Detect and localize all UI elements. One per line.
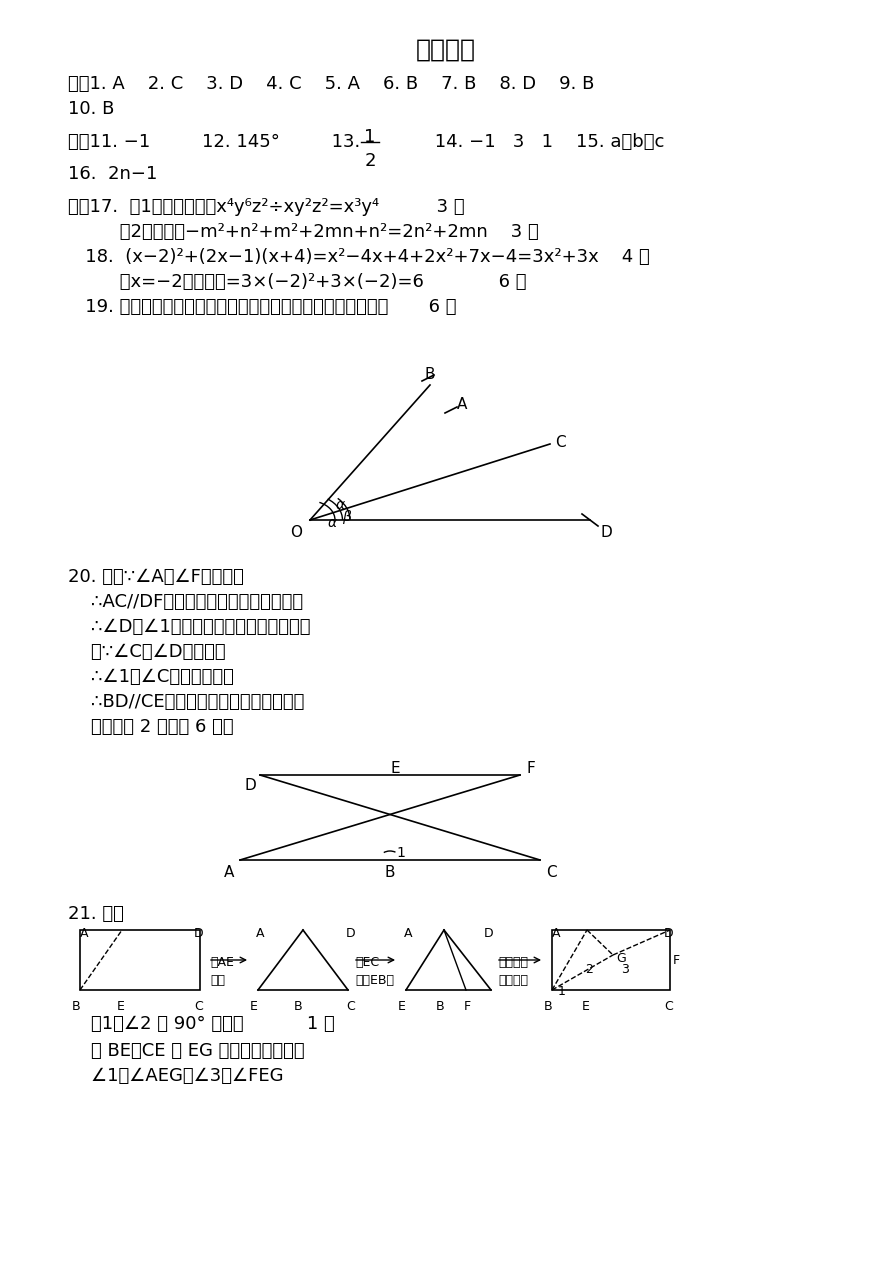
Text: 1: 1 <box>364 127 376 146</box>
Text: C: C <box>194 1000 202 1013</box>
Text: E: E <box>398 1000 406 1013</box>
Text: 二、11. −1         12. 145°         13.: 二、11. −1 12. 145° 13. <box>68 133 360 151</box>
Text: 折叠: 折叠 <box>210 974 225 987</box>
Text: 留下折痕: 留下折痕 <box>498 974 528 987</box>
Text: α: α <box>335 498 344 512</box>
Text: G: G <box>616 952 626 965</box>
Text: A: A <box>80 928 88 940</box>
Text: D: D <box>664 928 673 940</box>
Text: ∴BD//CE（同位角相等，两直线平行）: ∴BD//CE（同位角相等，两直线平行） <box>68 693 304 711</box>
Text: C: C <box>346 1000 355 1013</box>
Text: 2: 2 <box>364 151 376 170</box>
Text: 14. −1   3   1    15. a＋b＋c: 14. −1 3 1 15. a＋b＋c <box>383 133 665 151</box>
Text: （1）∠2 是 90° 的角。           1 分: （1）∠2 是 90° 的角。 1 分 <box>68 1015 334 1034</box>
Text: 又∵∠C＝∠D（已知）: 又∵∠C＝∠D（已知） <box>68 644 226 661</box>
Text: 折到EB上: 折到EB上 <box>355 974 394 987</box>
Text: B: B <box>293 1000 302 1013</box>
Text: A: A <box>256 928 265 940</box>
Text: 21. 解：: 21. 解： <box>68 905 124 923</box>
Text: D: D <box>600 525 612 540</box>
Text: 一、1. A    2. C    3. D    4. C    5. A    6. B    7. B    8. D    9. B: 一、1. A 2. C 3. D 4. C 5. A 6. B 7. B 8. … <box>68 74 594 93</box>
Text: 19. 只要方法得当，有作图痕迹就给分，无作图痕迹不给分。       6 分: 19. 只要方法得当，有作图痕迹就给分，无作图痕迹不给分。 6 分 <box>68 298 457 316</box>
Text: F: F <box>673 954 680 967</box>
Text: D: D <box>346 928 356 940</box>
Text: ∴∠1＝∠C（等量代换）: ∴∠1＝∠C（等量代换） <box>68 668 234 687</box>
Text: 3: 3 <box>621 963 629 976</box>
Text: B: B <box>544 1000 553 1013</box>
Text: C: C <box>664 1000 673 1013</box>
Text: B: B <box>72 1000 80 1013</box>
Bar <box>552 930 670 989</box>
Text: C: C <box>555 435 566 451</box>
Text: （每空各 2 分，共 6 分）: （每空各 2 分，共 6 分） <box>68 718 234 736</box>
Text: β: β <box>342 510 351 524</box>
Text: D: D <box>484 928 493 940</box>
Text: 恢复原形: 恢复原形 <box>498 957 528 969</box>
Text: 1: 1 <box>558 986 566 998</box>
Text: C: C <box>546 864 557 880</box>
Text: D: D <box>244 777 256 793</box>
Bar <box>80 930 200 989</box>
Text: ∠1＝∠AEG，∠3＝∠FEG: ∠1＝∠AEG，∠3＝∠FEG <box>68 1066 284 1085</box>
Text: A: A <box>404 928 412 940</box>
Text: E: E <box>250 1000 258 1013</box>
Text: 20. 解：∵∠A＝∠F（已知）: 20. 解：∵∠A＝∠F（已知） <box>68 568 244 586</box>
Text: O: O <box>290 525 302 540</box>
Text: 1: 1 <box>396 846 405 859</box>
Text: 沿AE: 沿AE <box>210 957 234 969</box>
Text: E: E <box>582 1000 590 1013</box>
Text: 把EC: 把EC <box>355 957 379 969</box>
Text: A: A <box>552 928 560 940</box>
Text: α: α <box>327 516 336 530</box>
Text: 2: 2 <box>585 963 593 976</box>
Text: 10. B: 10. B <box>68 100 114 119</box>
Text: B: B <box>384 864 395 880</box>
Text: 参考答案: 参考答案 <box>416 38 476 62</box>
Text: 三、17.  （1）解：原式＝x⁴y⁶z²÷xy²z²=x³y⁴          3 分: 三、17. （1）解：原式＝x⁴y⁶z²÷xy²z²=x³y⁴ 3 分 <box>68 198 465 216</box>
Text: （2）原式＝−m²+n²+m²+2mn+n²=2n²+2mn    3 分: （2）原式＝−m²+n²+m²+2mn+n²=2n²+2mn 3 分 <box>68 223 539 241</box>
Text: E: E <box>390 761 400 776</box>
Text: ∴∠D＝∠1（两直线平行，内错角相等）: ∴∠D＝∠1（两直线平行，内错角相等） <box>68 618 310 636</box>
Text: 18.  (x−2)²+(2x−1)(x+4)=x²−4x+4+2x²+7x−4=3x²+3x    4 分: 18. (x−2)²+(2x−1)(x+4)=x²−4x+4+2x²+7x−4=… <box>68 249 649 266</box>
Text: ∴AC//DF（内错角相等，两直线平行）: ∴AC//DF（内错角相等，两直线平行） <box>68 593 303 611</box>
Text: F: F <box>526 761 534 776</box>
Text: A: A <box>457 398 467 411</box>
Text: 当x=−2时，原式=3×(−2)²+3×(−2)=6             6 分: 当x=−2时，原式=3×(−2)²+3×(−2)=6 6 分 <box>68 273 526 292</box>
Text: 设 BE、CE 与 EG 重合，由折纸可知: 设 BE、CE 与 EG 重合，由折纸可知 <box>68 1042 305 1060</box>
Text: F: F <box>464 1000 471 1013</box>
Text: A: A <box>224 864 235 880</box>
Text: D: D <box>194 928 203 940</box>
Text: B: B <box>436 1000 444 1013</box>
Text: 16.  2n−1: 16. 2n−1 <box>68 165 157 183</box>
Text: B: B <box>425 367 435 382</box>
Text: E: E <box>117 1000 125 1013</box>
